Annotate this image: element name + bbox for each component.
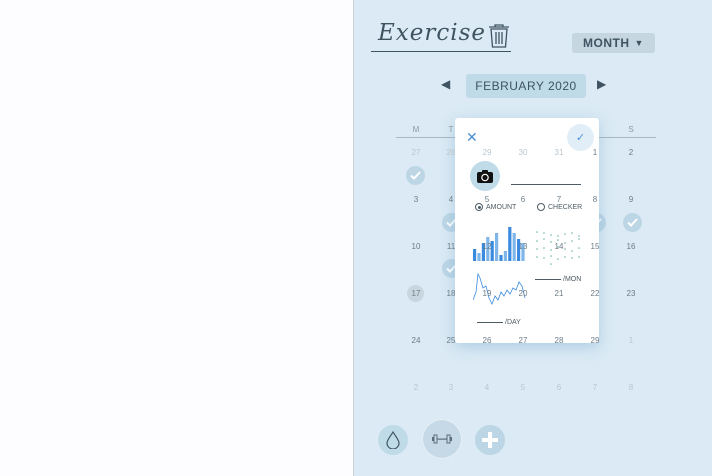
check-mark-icon[interactable] [623, 213, 642, 232]
calendar-day[interactable]: 29 [590, 336, 600, 345]
calendar-day[interactable]: 25 [446, 336, 456, 345]
calendar-day[interactable]: 5 [520, 383, 526, 392]
checker-radio[interactable]: CHECKER [537, 203, 582, 211]
calendar-day[interactable]: 7 [592, 383, 598, 392]
title-underline [371, 51, 511, 52]
view-mode-label: MONTH [583, 36, 630, 50]
calendar-day[interactable]: 3 [448, 383, 454, 392]
calendar-day[interactable]: 4 [484, 383, 490, 392]
prev-month-button[interactable]: ◀ [441, 77, 451, 91]
preview-bar [517, 239, 521, 261]
blank-left-pane [0, 0, 353, 476]
calendar-day[interactable]: 2 [413, 383, 419, 392]
current-month: FEBRUARY 2020 [466, 74, 586, 98]
calendar-day[interactable]: 9 [628, 195, 634, 204]
chevron-down-icon: ▼ [634, 38, 644, 48]
calendar-day[interactable]: 10 [411, 242, 421, 251]
preview-bar [473, 249, 477, 261]
calendar-day[interactable]: 23 [626, 289, 636, 298]
per-day-label: /DAY [505, 319, 521, 326]
per-day-field[interactable]: /DAY [477, 319, 521, 326]
trash-icon[interactable] [487, 23, 511, 49]
per-month-label: /MON [563, 276, 582, 283]
calendar-day[interactable]: 8 [628, 383, 634, 392]
preview-bar [481, 243, 485, 261]
checker-radio-label: CHECKER [548, 203, 583, 211]
confirm-button[interactable]: ✓ [567, 124, 594, 151]
next-month-button[interactable]: ▶ [597, 77, 607, 91]
calendar-day[interactable]: 4 [448, 195, 454, 204]
water-tracker-button[interactable] [378, 425, 408, 455]
radio-unselected-icon [537, 203, 545, 211]
close-icon[interactable]: ✕ [466, 129, 478, 145]
preview-bar [477, 253, 481, 261]
calendar-day[interactable]: 30 [518, 148, 528, 157]
amount-bar-chart-preview [473, 227, 525, 261]
weekday-label: M [412, 125, 420, 134]
view-mode-button[interactable]: MONTH ▼ [572, 33, 655, 53]
calendar-day[interactable]: 1 [592, 148, 598, 157]
exercise-tracker-button[interactable] [422, 419, 462, 459]
preview-bar [490, 241, 494, 261]
per-month-field[interactable]: /MON [535, 276, 581, 283]
calendar-day[interactable]: 14 [554, 242, 564, 251]
calendar-day[interactable]: 26 [482, 336, 492, 345]
calendar-day[interactable]: 5 [484, 195, 490, 204]
calendar-day[interactable]: 24 [411, 336, 421, 345]
exercise-app: Exercise MONTH ▼ ◀ FEBRUARY 2020 ▶ M T W… [353, 0, 712, 476]
add-tracker-button[interactable] [475, 425, 505, 455]
calendar-day[interactable]: 28 [446, 148, 456, 157]
calendar-day[interactable]: 28 [554, 336, 564, 345]
calendar-day[interactable]: 18 [446, 289, 456, 298]
calendar-day[interactable]: 29 [482, 148, 492, 157]
preview-bar [499, 255, 503, 261]
dumbbell-icon [432, 434, 452, 444]
calendar-day[interactable]: 1 [628, 336, 634, 345]
calendar-day[interactable]: 16 [626, 242, 636, 251]
calendar-day[interactable]: 31 [554, 148, 564, 157]
water-drop-icon [386, 431, 400, 449]
calendar-day[interactable]: 6 [556, 383, 562, 392]
preview-bar [486, 237, 490, 261]
weekday-label: T [448, 125, 454, 134]
camera-icon [477, 169, 493, 183]
preview-bar [508, 227, 512, 261]
add-entry-popup: ✕ ✓ AMOUNT CHECKER [455, 118, 599, 343]
calendar-day[interactable]: 11 [446, 242, 456, 251]
camera-button[interactable] [470, 161, 500, 191]
checker-dot-chart-preview [536, 231, 580, 265]
calendar-day[interactable]: 6 [520, 195, 526, 204]
calendar-day[interactable]: 22 [590, 289, 600, 298]
calendar-day[interactable]: 17 [406, 285, 426, 302]
weekday-label: S [628, 125, 634, 134]
calendar-day[interactable]: 8 [592, 195, 598, 204]
calendar-day[interactable]: 20 [518, 289, 528, 298]
calendar-day[interactable]: 19 [482, 289, 492, 298]
calendar-day[interactable]: 3 [413, 195, 419, 204]
calendar-day[interactable]: 13 [518, 242, 528, 251]
entry-name-input[interactable] [511, 175, 581, 185]
preview-bar [521, 243, 525, 261]
preview-bar [495, 233, 499, 261]
calendar-day[interactable]: 27 [518, 336, 528, 345]
radio-selected-icon [475, 203, 483, 211]
calendar-day[interactable]: 2 [628, 148, 634, 157]
daily-line-chart-preview [473, 272, 526, 305]
page-title: Exercise [378, 20, 487, 46]
preview-bar [503, 251, 507, 261]
amount-radio-label: AMOUNT [486, 203, 517, 211]
check-mark-icon[interactable] [406, 166, 425, 185]
amount-radio[interactable]: AMOUNT [475, 203, 516, 211]
calendar-day[interactable]: 15 [590, 242, 600, 251]
calendar-day[interactable]: 7 [556, 195, 562, 204]
calendar-day[interactable]: 12 [482, 242, 492, 251]
calendar-day[interactable]: 21 [554, 289, 564, 298]
calendar-day[interactable]: 27 [411, 148, 421, 157]
preview-bar [512, 233, 516, 261]
plus-icon [482, 432, 498, 448]
